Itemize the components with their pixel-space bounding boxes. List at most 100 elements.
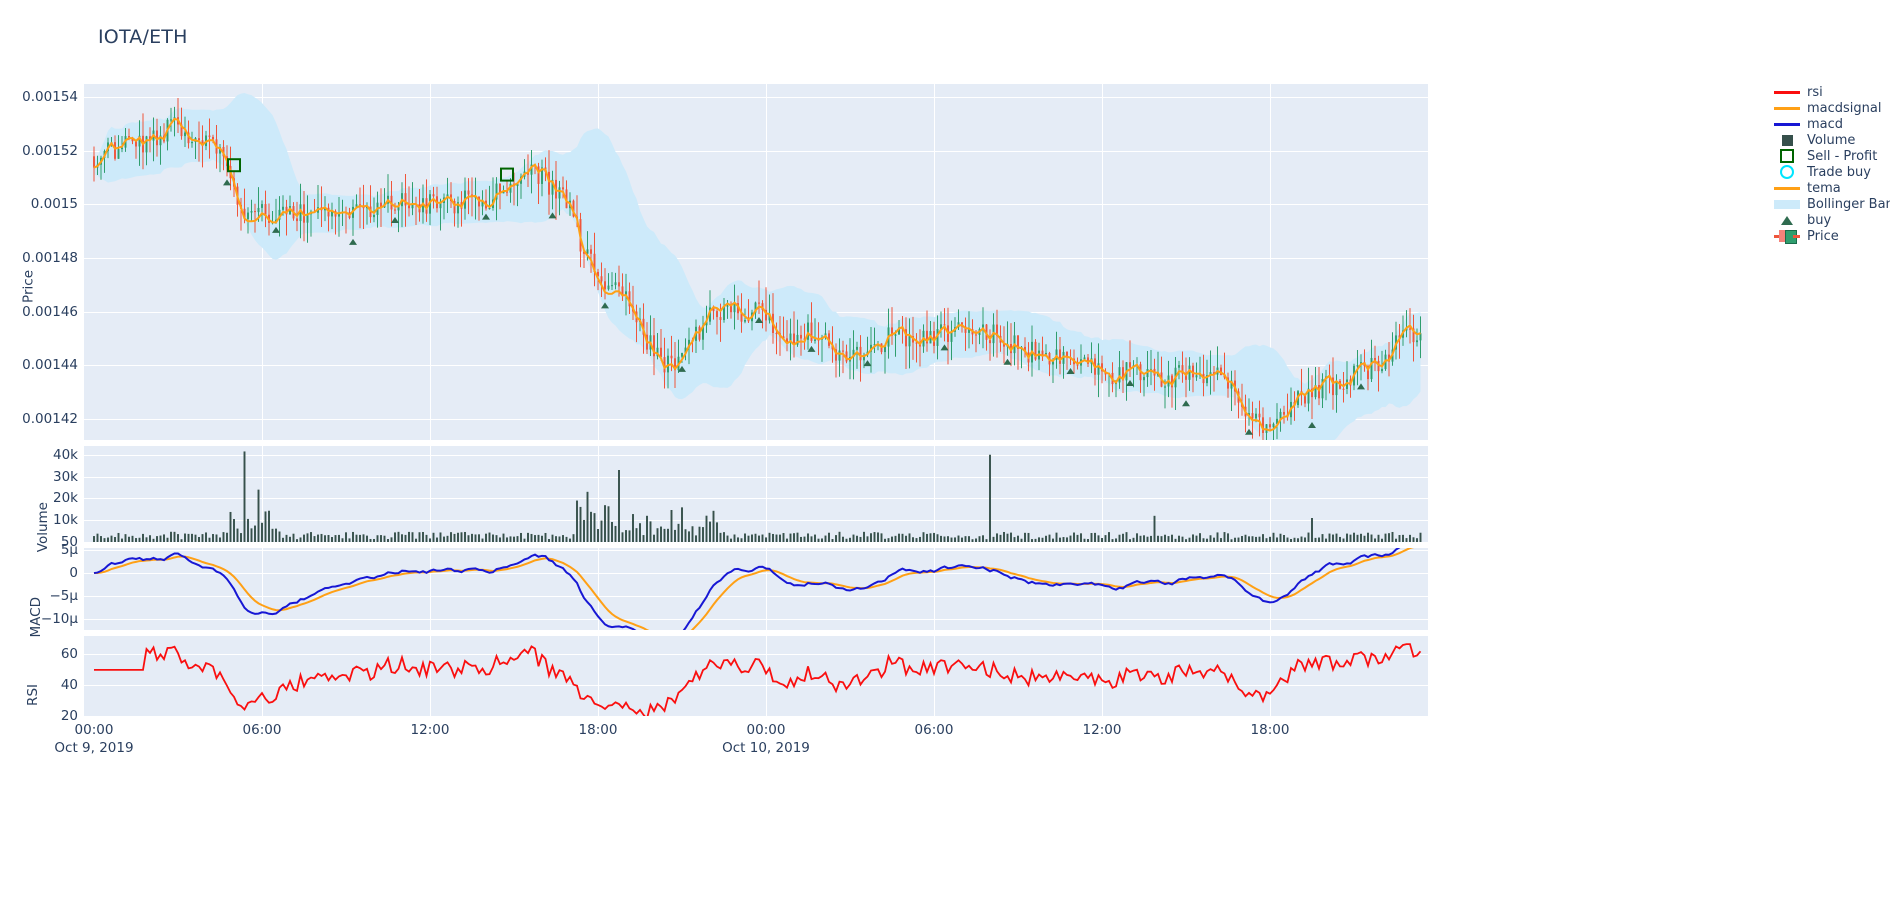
legend-item-tema[interactable]: tema — [1772, 180, 1890, 196]
buy-marker[interactable] — [863, 360, 872, 367]
candle-body — [1041, 350, 1044, 356]
candle-body — [1024, 346, 1026, 353]
volume-bar — [695, 535, 697, 542]
volume-bar — [803, 536, 806, 542]
volume-bar — [135, 538, 137, 542]
volume-bar — [838, 531, 841, 542]
candle-body — [684, 347, 687, 353]
candle-body — [1356, 365, 1359, 367]
x-tick-date-label: Oct 10, 2019 — [722, 740, 810, 756]
legend-item-rsi[interactable]: rsi — [1772, 84, 1890, 100]
volume-bar — [411, 532, 414, 542]
volume-bar — [100, 536, 102, 542]
buy-marker[interactable] — [755, 317, 763, 324]
buy-marker[interactable] — [678, 365, 686, 372]
volume-bar — [1416, 538, 1418, 542]
legend-item-macd[interactable]: macd — [1772, 116, 1890, 132]
legend-item-price[interactable]: Price — [1772, 228, 1890, 244]
candle-body — [726, 305, 729, 307]
buy-marker[interactable] — [940, 344, 949, 351]
volume-bar — [429, 538, 431, 542]
buy-marker[interactable] — [223, 179, 231, 186]
legend-item-macdsignal[interactable]: macdsignal — [1772, 100, 1890, 116]
volume-bar — [684, 529, 687, 542]
volume-bar — [366, 535, 368, 542]
buy-marker[interactable] — [807, 345, 816, 352]
volume-bar — [765, 537, 767, 542]
candle-body — [404, 193, 407, 206]
candle-body — [303, 204, 305, 223]
legend-item-trade-buy[interactable]: Trade buy — [1772, 164, 1890, 180]
volume-bar — [926, 533, 928, 542]
buy-marker[interactable] — [1066, 367, 1075, 374]
volume-bar — [1045, 535, 1047, 542]
candle-body — [198, 138, 200, 141]
candle-body — [1003, 342, 1005, 347]
buy-marker[interactable] — [1003, 358, 1012, 365]
buy-marker[interactable] — [391, 217, 399, 224]
volume-bar — [856, 535, 858, 542]
legend-item-sell-profit[interactable]: Sell - Profit — [1772, 148, 1890, 164]
gridline-vertical — [934, 84, 935, 440]
candle-body — [814, 339, 816, 341]
buy-marker[interactable] — [601, 302, 609, 309]
buy-marker[interactable] — [272, 226, 280, 233]
chart-legend[interactable]: rsi macdsignal macd Volume Sell - Profit Trad… — [1772, 84, 1890, 244]
buy-marker[interactable] — [548, 212, 557, 219]
volume-bar — [1237, 537, 1240, 542]
candle-body — [611, 285, 613, 287]
volume-bar — [268, 510, 270, 542]
x-tick-label: 00:00 — [74, 722, 114, 738]
buy-marker[interactable] — [349, 238, 357, 245]
legend-item-bollinger-band[interactable]: Bollinger Band — [1772, 196, 1890, 212]
volume-bar — [975, 538, 977, 542]
volume-bar — [1041, 537, 1044, 542]
volume-bar — [177, 534, 179, 542]
legend-key-line — [1772, 180, 1802, 196]
volume-bar — [1234, 537, 1236, 542]
volume-bar — [1255, 536, 1257, 542]
sell-profit-marker[interactable] — [500, 167, 514, 182]
buy-marker[interactable] — [1182, 400, 1190, 407]
candle-body — [558, 187, 561, 199]
volume-bar — [408, 531, 410, 542]
legend-item-volume[interactable]: Volume — [1772, 132, 1890, 148]
candle-body — [257, 207, 260, 213]
legend-item-label: Volume — [1807, 132, 1856, 148]
candle-body — [1195, 375, 1198, 378]
candle-body — [1087, 357, 1089, 364]
volume-bar — [1381, 538, 1383, 542]
volume-bar — [558, 536, 561, 542]
volume-bar — [957, 535, 960, 542]
legend-key-line — [1772, 100, 1802, 116]
legend-item-buy[interactable]: buy — [1772, 212, 1890, 228]
volume-bar — [1097, 535, 1100, 542]
buy-marker[interactable] — [1126, 379, 1134, 386]
volume-bar — [936, 534, 939, 542]
candle-body — [744, 319, 746, 322]
buy-marker[interactable] — [1357, 383, 1365, 390]
volume-bar — [1146, 536, 1149, 542]
buy-marker[interactable] — [1245, 428, 1253, 435]
candle-body — [138, 135, 141, 147]
volume-bar — [1076, 534, 1079, 542]
candle-body — [1209, 372, 1212, 376]
candle-body — [180, 124, 183, 137]
candle-body — [1220, 367, 1222, 376]
buy-marker[interactable] — [482, 213, 490, 220]
volume-bar — [264, 511, 267, 542]
sell-profit-marker[interactable] — [227, 158, 241, 173]
legend-triangle-swatch — [1781, 215, 1793, 225]
volume-bar — [569, 538, 571, 542]
volume-bar — [191, 533, 193, 542]
volume-bar — [219, 537, 221, 542]
volume-bar — [1143, 535, 1145, 542]
buy-marker[interactable] — [1308, 421, 1316, 428]
volume-bar — [663, 528, 666, 542]
volume-bar — [1034, 538, 1037, 542]
volume-bar — [537, 534, 540, 542]
volume-bar — [243, 451, 246, 542]
y-tick-label: 0.00152 — [22, 142, 78, 159]
volume-bar — [877, 532, 879, 542]
candle-body — [884, 346, 886, 353]
